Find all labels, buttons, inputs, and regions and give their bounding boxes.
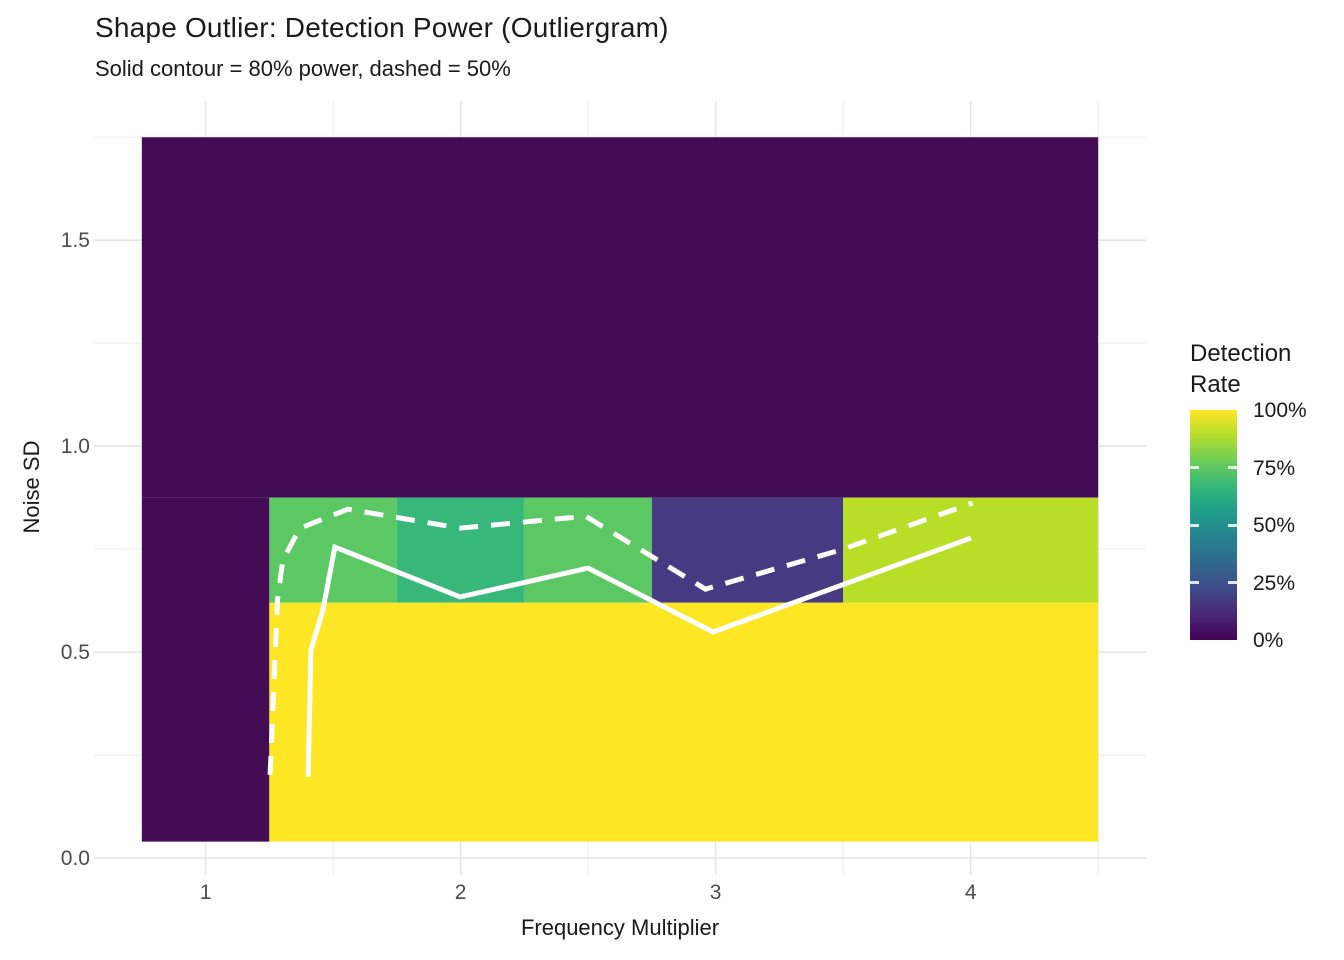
chart-subtitle: Solid contour = 80% power, dashed = 50% <box>95 56 511 81</box>
legend-label: 50% <box>1253 514 1296 537</box>
legend-tick <box>1228 466 1237 469</box>
chart-title: Shape Outlier: Detection Power (Outlierg… <box>95 12 669 43</box>
legend-label: 25% <box>1253 571 1296 595</box>
contour-80-solid <box>305 535 972 778</box>
legend-tick <box>1228 581 1237 584</box>
x-axis-title: Frequency Multiplier <box>520 915 720 940</box>
heatmap-tile <box>269 602 1099 842</box>
legend-tick <box>1190 581 1199 584</box>
legend-title-line1: Detection <box>1190 340 1292 367</box>
heatmap-tile <box>843 497 1099 603</box>
legend: Detection Rate 100% 75% 50% 25% 0% <box>1190 338 1344 668</box>
legend-gradient-bar <box>1190 410 1237 640</box>
legend-label: 0% <box>1253 629 1284 652</box>
x-tick-label: 1 <box>200 881 212 904</box>
heatmap-tile <box>524 497 652 603</box>
heatmap-tile <box>651 497 844 603</box>
contour-50-dashed <box>267 500 974 776</box>
x-tick-label: 3 <box>710 881 722 904</box>
legend-tick <box>1190 466 1199 469</box>
legend-label: 75% <box>1253 456 1296 480</box>
x-tick-label: 4 <box>965 881 977 904</box>
y-tick-label: 0.5 <box>61 641 90 664</box>
y-tick-label: 1.0 <box>61 435 90 458</box>
y-axis-title: Noise SD <box>19 440 44 534</box>
legend-label: 100% <box>1253 399 1307 422</box>
legend-title-line2: Rate <box>1190 371 1241 398</box>
heatmap-tile <box>141 497 270 842</box>
legend-tick <box>1190 523 1199 527</box>
y-tick-label: 0.0 <box>61 847 90 870</box>
heatmap-tile <box>141 137 1099 498</box>
legend-tick <box>1228 523 1237 527</box>
x-tick-label: 2 <box>455 881 467 904</box>
legend-title: Detection Rate <box>1190 338 1344 400</box>
y-tick-label: 1.5 <box>61 229 90 252</box>
